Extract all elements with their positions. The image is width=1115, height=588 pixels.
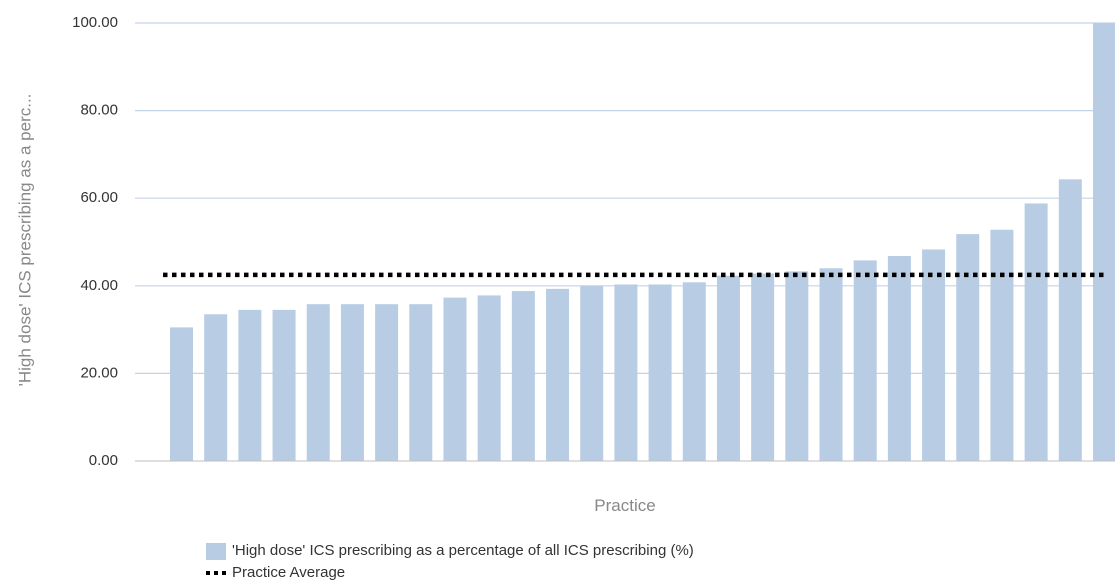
bar: [375, 304, 399, 461]
bar: [648, 284, 672, 461]
legend-item-bars: 'High dose' ICS prescribing as a percent…: [206, 540, 694, 562]
bar: [546, 288, 570, 461]
legend-label-bars: 'High dose' ICS prescribing as a percent…: [232, 542, 694, 559]
bar: [1093, 23, 1115, 461]
bar: [682, 282, 706, 461]
bar: [751, 273, 775, 461]
bar: [853, 260, 877, 461]
bar: [238, 309, 262, 461]
bar: [1058, 179, 1082, 461]
bar: [1024, 203, 1048, 461]
y-tick-label: 80.00: [80, 102, 118, 119]
y-tick-label: 40.00: [80, 277, 118, 294]
bar: [204, 314, 228, 461]
bar: [580, 285, 604, 461]
legend-dots-icon: [206, 571, 226, 575]
bar: [922, 249, 946, 461]
y-tick-label: 0.00: [89, 452, 118, 469]
bar: [170, 327, 193, 461]
y-axis-ticks: 0.00 20.00 40.00 60.00 80.00 100.00: [72, 14, 118, 469]
x-axis-title: Practice: [594, 496, 655, 515]
gridlines: [135, 22, 1115, 374]
legend-swatch-bars: [206, 542, 226, 560]
bar: [511, 291, 535, 461]
bar: [716, 275, 740, 461]
y-tick-label: 20.00: [80, 364, 118, 381]
bar: [306, 304, 330, 461]
y-tick-label: 100.00: [72, 14, 118, 31]
bar: [409, 304, 433, 461]
bar: [819, 268, 843, 461]
bar: [990, 229, 1014, 461]
y-tick-label: 60.00: [80, 189, 118, 206]
bar: [340, 304, 364, 461]
bar: [614, 284, 638, 461]
bar: [272, 309, 296, 461]
bar: [956, 234, 980, 461]
bar: [443, 297, 467, 461]
bar: [477, 295, 501, 461]
y-axis-title: 'High dose' ICS prescribing as a perc...: [15, 94, 34, 387]
bar: [785, 271, 809, 461]
bars: [170, 23, 1115, 461]
legend-item-average: Practice Average: [206, 562, 694, 584]
legend-label-average: Practice Average: [232, 564, 346, 581]
bar: [887, 256, 911, 461]
legend: 'High dose' ICS prescribing as a percent…: [206, 540, 694, 584]
